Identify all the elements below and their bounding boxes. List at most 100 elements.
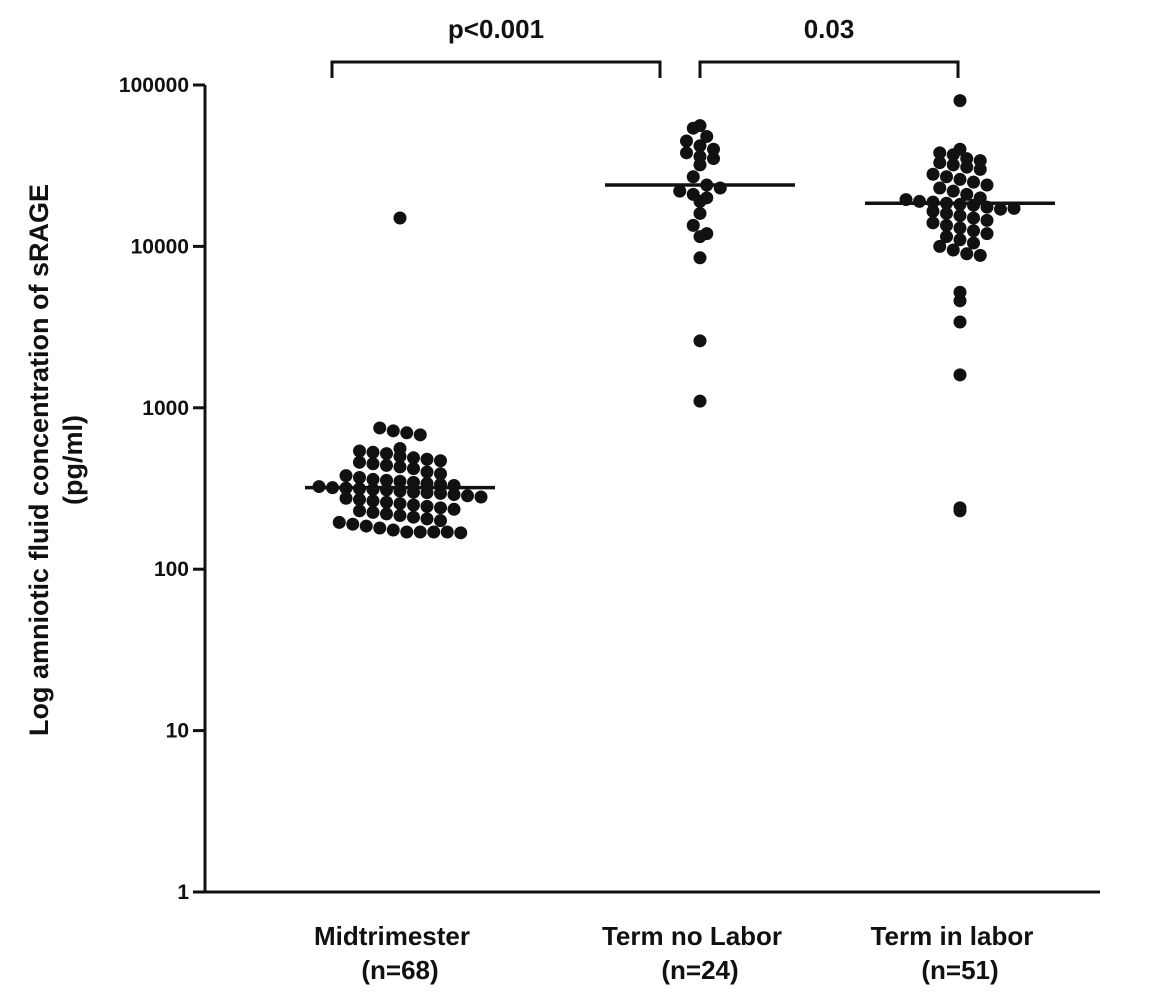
data-point — [693, 334, 707, 348]
data-point — [940, 218, 953, 232]
data-point — [434, 514, 447, 528]
data-point — [366, 457, 380, 471]
significance-brackets: p<0.001 0.03 — [330, 14, 960, 78]
data-point — [447, 502, 461, 516]
data-point — [980, 227, 994, 241]
category-label: Midtrimester — [314, 921, 470, 951]
data-point — [393, 211, 407, 225]
data-point — [980, 213, 994, 227]
significance-label: 0.03 — [804, 14, 855, 44]
data-point — [407, 498, 420, 512]
data-point — [953, 368, 967, 382]
data-point — [346, 517, 360, 531]
data-point — [393, 497, 407, 511]
data-point — [474, 490, 488, 504]
data-point — [413, 428, 427, 442]
data-point — [933, 239, 947, 253]
data-point — [420, 465, 434, 479]
data-point — [386, 523, 400, 537]
data-point — [434, 467, 447, 481]
data-point — [380, 507, 393, 521]
data-point — [366, 445, 380, 459]
data-point — [373, 521, 387, 535]
data-point — [420, 512, 434, 526]
data-point — [953, 504, 967, 518]
data-point — [926, 204, 940, 218]
data-point — [973, 248, 987, 262]
data-point — [953, 209, 967, 223]
data-point — [386, 424, 400, 438]
data-point — [693, 206, 707, 220]
significance-bracket — [330, 60, 662, 78]
data-point — [407, 475, 420, 489]
data-point — [946, 148, 960, 162]
data-point — [400, 525, 414, 539]
data-point — [913, 194, 926, 208]
y-tick-label: 1 — [177, 881, 189, 904]
data-point — [960, 160, 974, 174]
category-n-label: (n=24) — [661, 955, 738, 985]
data-point — [680, 134, 693, 148]
data-point — [353, 504, 366, 518]
y-axis: 1 10 100 1000 10000 100000 — [119, 74, 207, 904]
data-point — [946, 158, 960, 172]
data-point — [353, 455, 366, 469]
data-point — [461, 489, 474, 503]
data-point — [933, 156, 947, 170]
data-point — [940, 170, 953, 184]
significance-label: p<0.001 — [448, 14, 544, 44]
data-point — [420, 452, 434, 466]
data-point — [946, 243, 960, 257]
data-point — [680, 146, 693, 160]
data-point — [693, 251, 707, 265]
data-point — [413, 525, 427, 539]
data-point — [953, 94, 967, 108]
data-point — [380, 458, 393, 472]
data-point — [953, 294, 967, 308]
data-point — [953, 233, 967, 247]
category-label: Term in labor — [871, 921, 1034, 951]
data-point — [393, 449, 407, 463]
data-point — [967, 224, 980, 238]
data-point — [366, 472, 380, 486]
y-tick-label: 100 — [154, 558, 189, 581]
data-point — [434, 486, 447, 500]
data-point — [693, 158, 707, 172]
data-point — [353, 470, 366, 484]
data-point — [380, 473, 393, 487]
data-point — [393, 509, 407, 523]
data-point — [940, 206, 953, 220]
data-point — [953, 315, 967, 329]
y-tick-label: 10000 — [131, 235, 189, 258]
data-point — [700, 129, 714, 143]
data-point — [693, 230, 707, 244]
data-point — [353, 444, 366, 458]
data-point — [393, 474, 407, 488]
data-point — [434, 454, 447, 468]
data-point — [454, 526, 468, 540]
data-point — [380, 483, 393, 497]
data-point — [973, 162, 987, 176]
y-axis-title-line1: Log amniotic fluid concentration of sRAG… — [24, 184, 54, 736]
data-point — [393, 460, 407, 474]
data-point — [980, 178, 994, 192]
data-point — [933, 181, 947, 195]
category-n-label: (n=51) — [921, 955, 998, 985]
data-point — [967, 211, 980, 225]
data-point — [407, 462, 420, 476]
data-point — [940, 230, 953, 244]
data-point — [339, 491, 353, 505]
data-point — [353, 493, 366, 507]
data-point — [447, 488, 461, 502]
data-point — [967, 175, 980, 189]
data-point — [427, 525, 441, 539]
data-point — [407, 451, 420, 465]
data-point — [359, 519, 373, 533]
data-point — [707, 152, 720, 166]
data-point — [440, 525, 454, 539]
data-point — [366, 482, 380, 496]
data-point — [967, 236, 980, 250]
y-tick-label: 10 — [166, 720, 189, 743]
median-lines — [305, 183, 1055, 490]
